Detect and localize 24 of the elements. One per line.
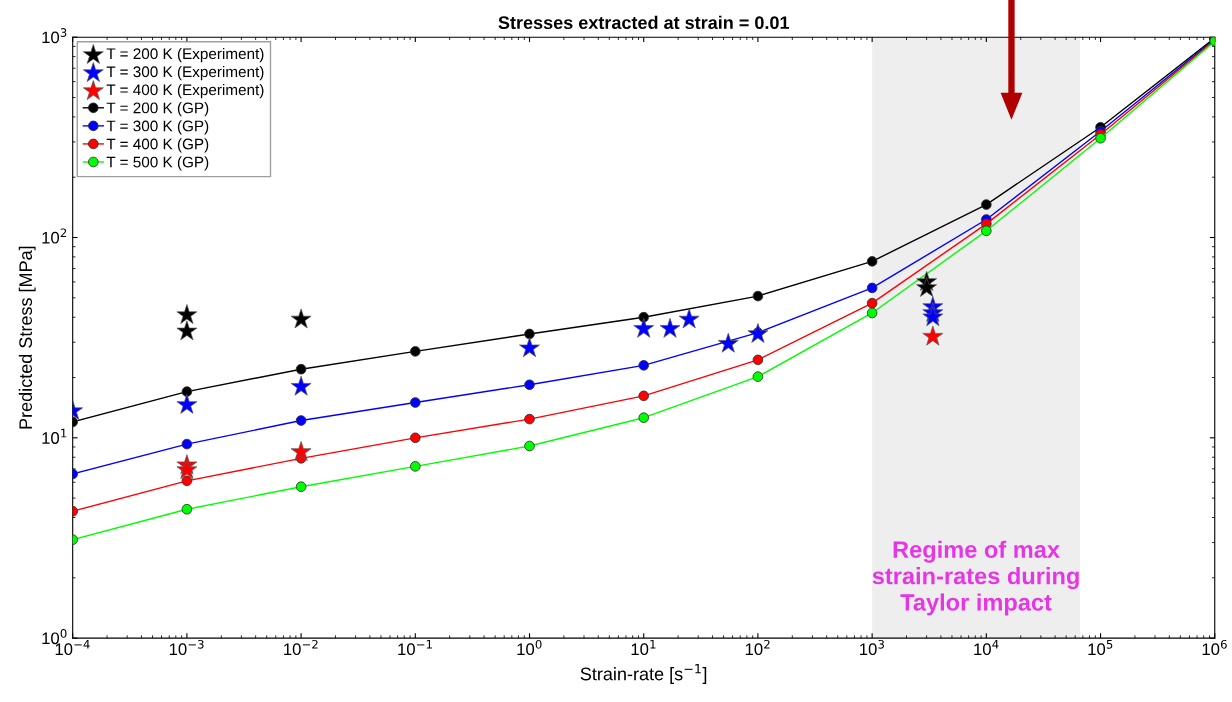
legend-label: T = 200 K (Experiment) [106, 47, 264, 63]
chart-title: Stresses extracted at strain = 0.01 [498, 15, 790, 30]
legend-label: T = 400 K (GP) [106, 138, 209, 153]
x-tick-label: 10$^{5}$ [1088, 640, 1113, 656]
x-axis-title: Strain-rate [s$^{−1}$] [580, 664, 707, 684]
y-tick-label: 10$^{2}$ [42, 228, 67, 244]
legend-label: T = 500 K (GP) [106, 156, 209, 171]
x-tick-label: 10$^{−3}$ [169, 639, 204, 656]
x-tick-label: 10$^{1}$ [631, 640, 656, 656]
legend-label: T = 300 K (GP) [106, 120, 209, 135]
x-tick-label: 10$^{4}$ [974, 640, 999, 656]
y-tick-label: 10$^{3}$ [42, 28, 67, 44]
x-tick-label: 10$^{6}$ [1202, 639, 1227, 656]
legend-label: T = 400 K (Experiment) [106, 84, 264, 99]
band-label: Regime of max strain-rates during Taylor impact [872, 540, 1079, 616]
x-tick-label: 10$^{0}$ [517, 639, 542, 656]
y-axis-title: Predicted Stress [MPa] [18, 246, 36, 429]
x-tick-label: 10$^{−1}$ [398, 640, 432, 656]
legend-label: T = 300 K (Experiment) [106, 65, 264, 81]
y-tick-label: 10$^{1}$ [42, 428, 67, 444]
x-tick-label: 10$^{−2}$ [284, 639, 318, 656]
x-tick-label: 10$^{3}$ [860, 639, 884, 656]
x-tick-label: 10$^{2}$ [745, 639, 770, 656]
legend-label: T = 200 K (GP) [106, 102, 209, 117]
